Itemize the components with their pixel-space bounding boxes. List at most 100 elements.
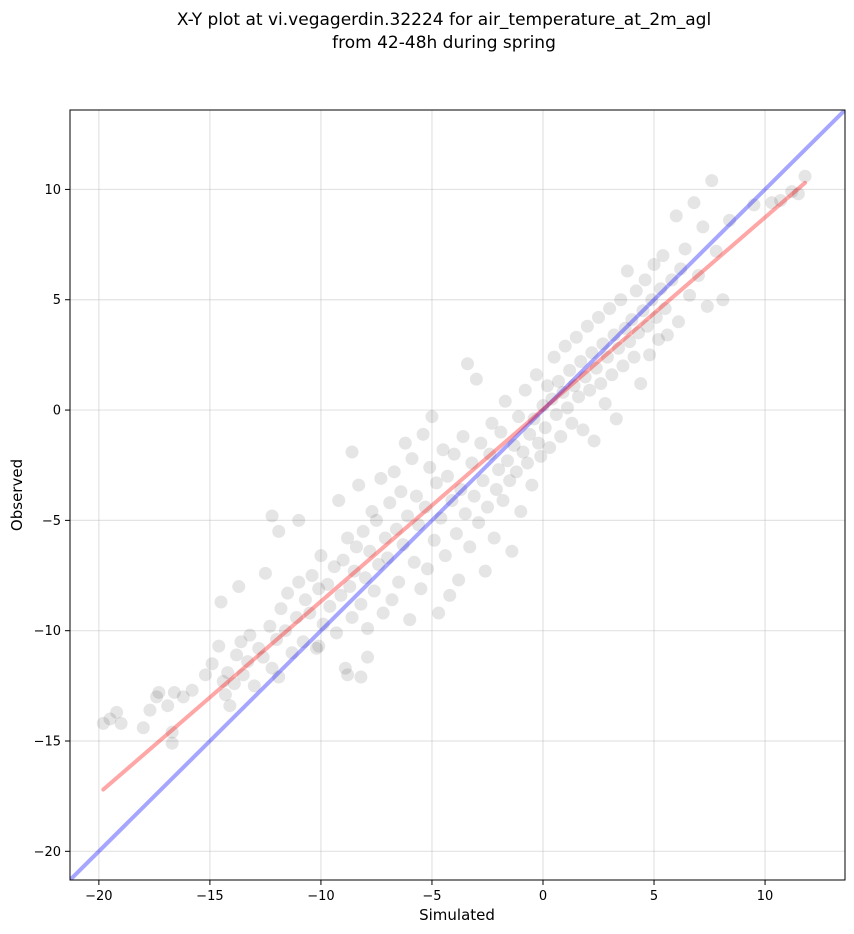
data-point xyxy=(332,494,346,508)
data-point xyxy=(452,573,466,587)
data-point xyxy=(305,569,319,583)
data-point xyxy=(496,494,510,508)
data-point xyxy=(407,555,421,569)
data-point xyxy=(532,436,546,450)
data-point xyxy=(527,412,541,426)
data-point xyxy=(241,655,255,669)
data-point xyxy=(709,244,723,258)
data-point xyxy=(274,602,288,616)
data-point xyxy=(614,293,628,307)
data-point xyxy=(227,677,241,691)
data-point xyxy=(509,465,523,479)
data-point xyxy=(361,621,375,635)
data-point xyxy=(314,549,328,563)
data-point xyxy=(449,527,463,541)
data-point xyxy=(656,249,670,263)
data-point xyxy=(645,293,659,307)
data-point xyxy=(247,679,261,693)
data-point xyxy=(212,639,226,653)
data-point xyxy=(578,370,592,384)
data-point xyxy=(425,410,439,424)
data-point xyxy=(476,474,490,488)
data-point xyxy=(243,628,257,642)
data-point xyxy=(290,610,304,624)
data-point xyxy=(649,310,663,324)
data-point xyxy=(405,452,419,466)
data-point xyxy=(467,489,481,503)
data-point xyxy=(378,531,392,545)
x-tick-label: −5 xyxy=(422,889,441,904)
y-tick-label: 5 xyxy=(53,293,61,308)
x-tick-label: 5 xyxy=(650,889,658,904)
data-point xyxy=(556,385,570,399)
data-point xyxy=(327,560,341,574)
data-point xyxy=(583,383,597,397)
data-point xyxy=(543,441,557,455)
data-point xyxy=(547,350,561,364)
x-tick-label: 10 xyxy=(757,889,774,904)
data-point xyxy=(580,319,594,333)
y-axis-label: Observed xyxy=(8,459,26,531)
data-point xyxy=(414,582,428,596)
data-point xyxy=(683,288,697,302)
data-point xyxy=(605,368,619,382)
data-point xyxy=(349,540,363,554)
data-point xyxy=(341,531,355,545)
data-point xyxy=(223,699,237,713)
data-point xyxy=(256,650,270,664)
data-point xyxy=(398,436,412,450)
data-point xyxy=(629,284,643,298)
data-point xyxy=(432,606,446,620)
chart-title: X-Y plot at vi.vegagerdin.32224 for air_… xyxy=(177,10,711,30)
data-point xyxy=(361,650,375,664)
data-point xyxy=(443,588,457,602)
data-point xyxy=(385,593,399,607)
data-point xyxy=(167,685,181,699)
data-point xyxy=(198,668,212,682)
y-tick-label: −5 xyxy=(42,514,61,529)
data-point xyxy=(560,401,574,415)
y-axis-ticks: −20 −15 −10 −5 0 5 10 xyxy=(34,183,70,860)
x-axis-ticks: −20 −15 −10 −5 0 5 10 xyxy=(85,880,773,904)
data-point xyxy=(492,463,506,477)
data-point xyxy=(338,661,352,675)
data-point xyxy=(523,427,537,441)
data-point xyxy=(374,471,388,485)
data-point xyxy=(403,613,417,627)
data-point xyxy=(429,476,443,490)
data-point xyxy=(723,213,737,227)
data-point xyxy=(392,575,406,589)
data-point xyxy=(654,282,668,296)
data-point xyxy=(445,494,459,508)
data-point xyxy=(592,310,606,324)
data-point xyxy=(354,670,368,684)
data-point xyxy=(334,588,348,602)
data-point xyxy=(309,641,323,655)
data-point xyxy=(587,434,601,448)
data-point xyxy=(441,469,455,483)
data-point xyxy=(596,337,610,351)
data-point xyxy=(221,666,235,680)
data-point xyxy=(352,478,366,492)
data-point xyxy=(576,423,590,437)
data-point xyxy=(367,584,381,598)
x-tick-label: −20 xyxy=(85,889,112,904)
data-point xyxy=(660,328,674,342)
data-point xyxy=(469,372,483,386)
data-point xyxy=(687,196,701,210)
data-point xyxy=(427,533,441,547)
x-tick-label: −10 xyxy=(307,889,334,904)
y-tick-label: −20 xyxy=(34,845,61,860)
data-point xyxy=(545,392,559,406)
data-point xyxy=(716,293,730,307)
data-point xyxy=(136,721,150,735)
plot-area xyxy=(70,110,845,880)
data-point xyxy=(216,674,230,688)
data-point xyxy=(143,703,157,717)
data-point xyxy=(152,685,166,699)
data-point xyxy=(472,516,486,530)
data-point xyxy=(634,377,648,391)
data-point xyxy=(505,544,519,558)
data-point xyxy=(474,436,488,450)
